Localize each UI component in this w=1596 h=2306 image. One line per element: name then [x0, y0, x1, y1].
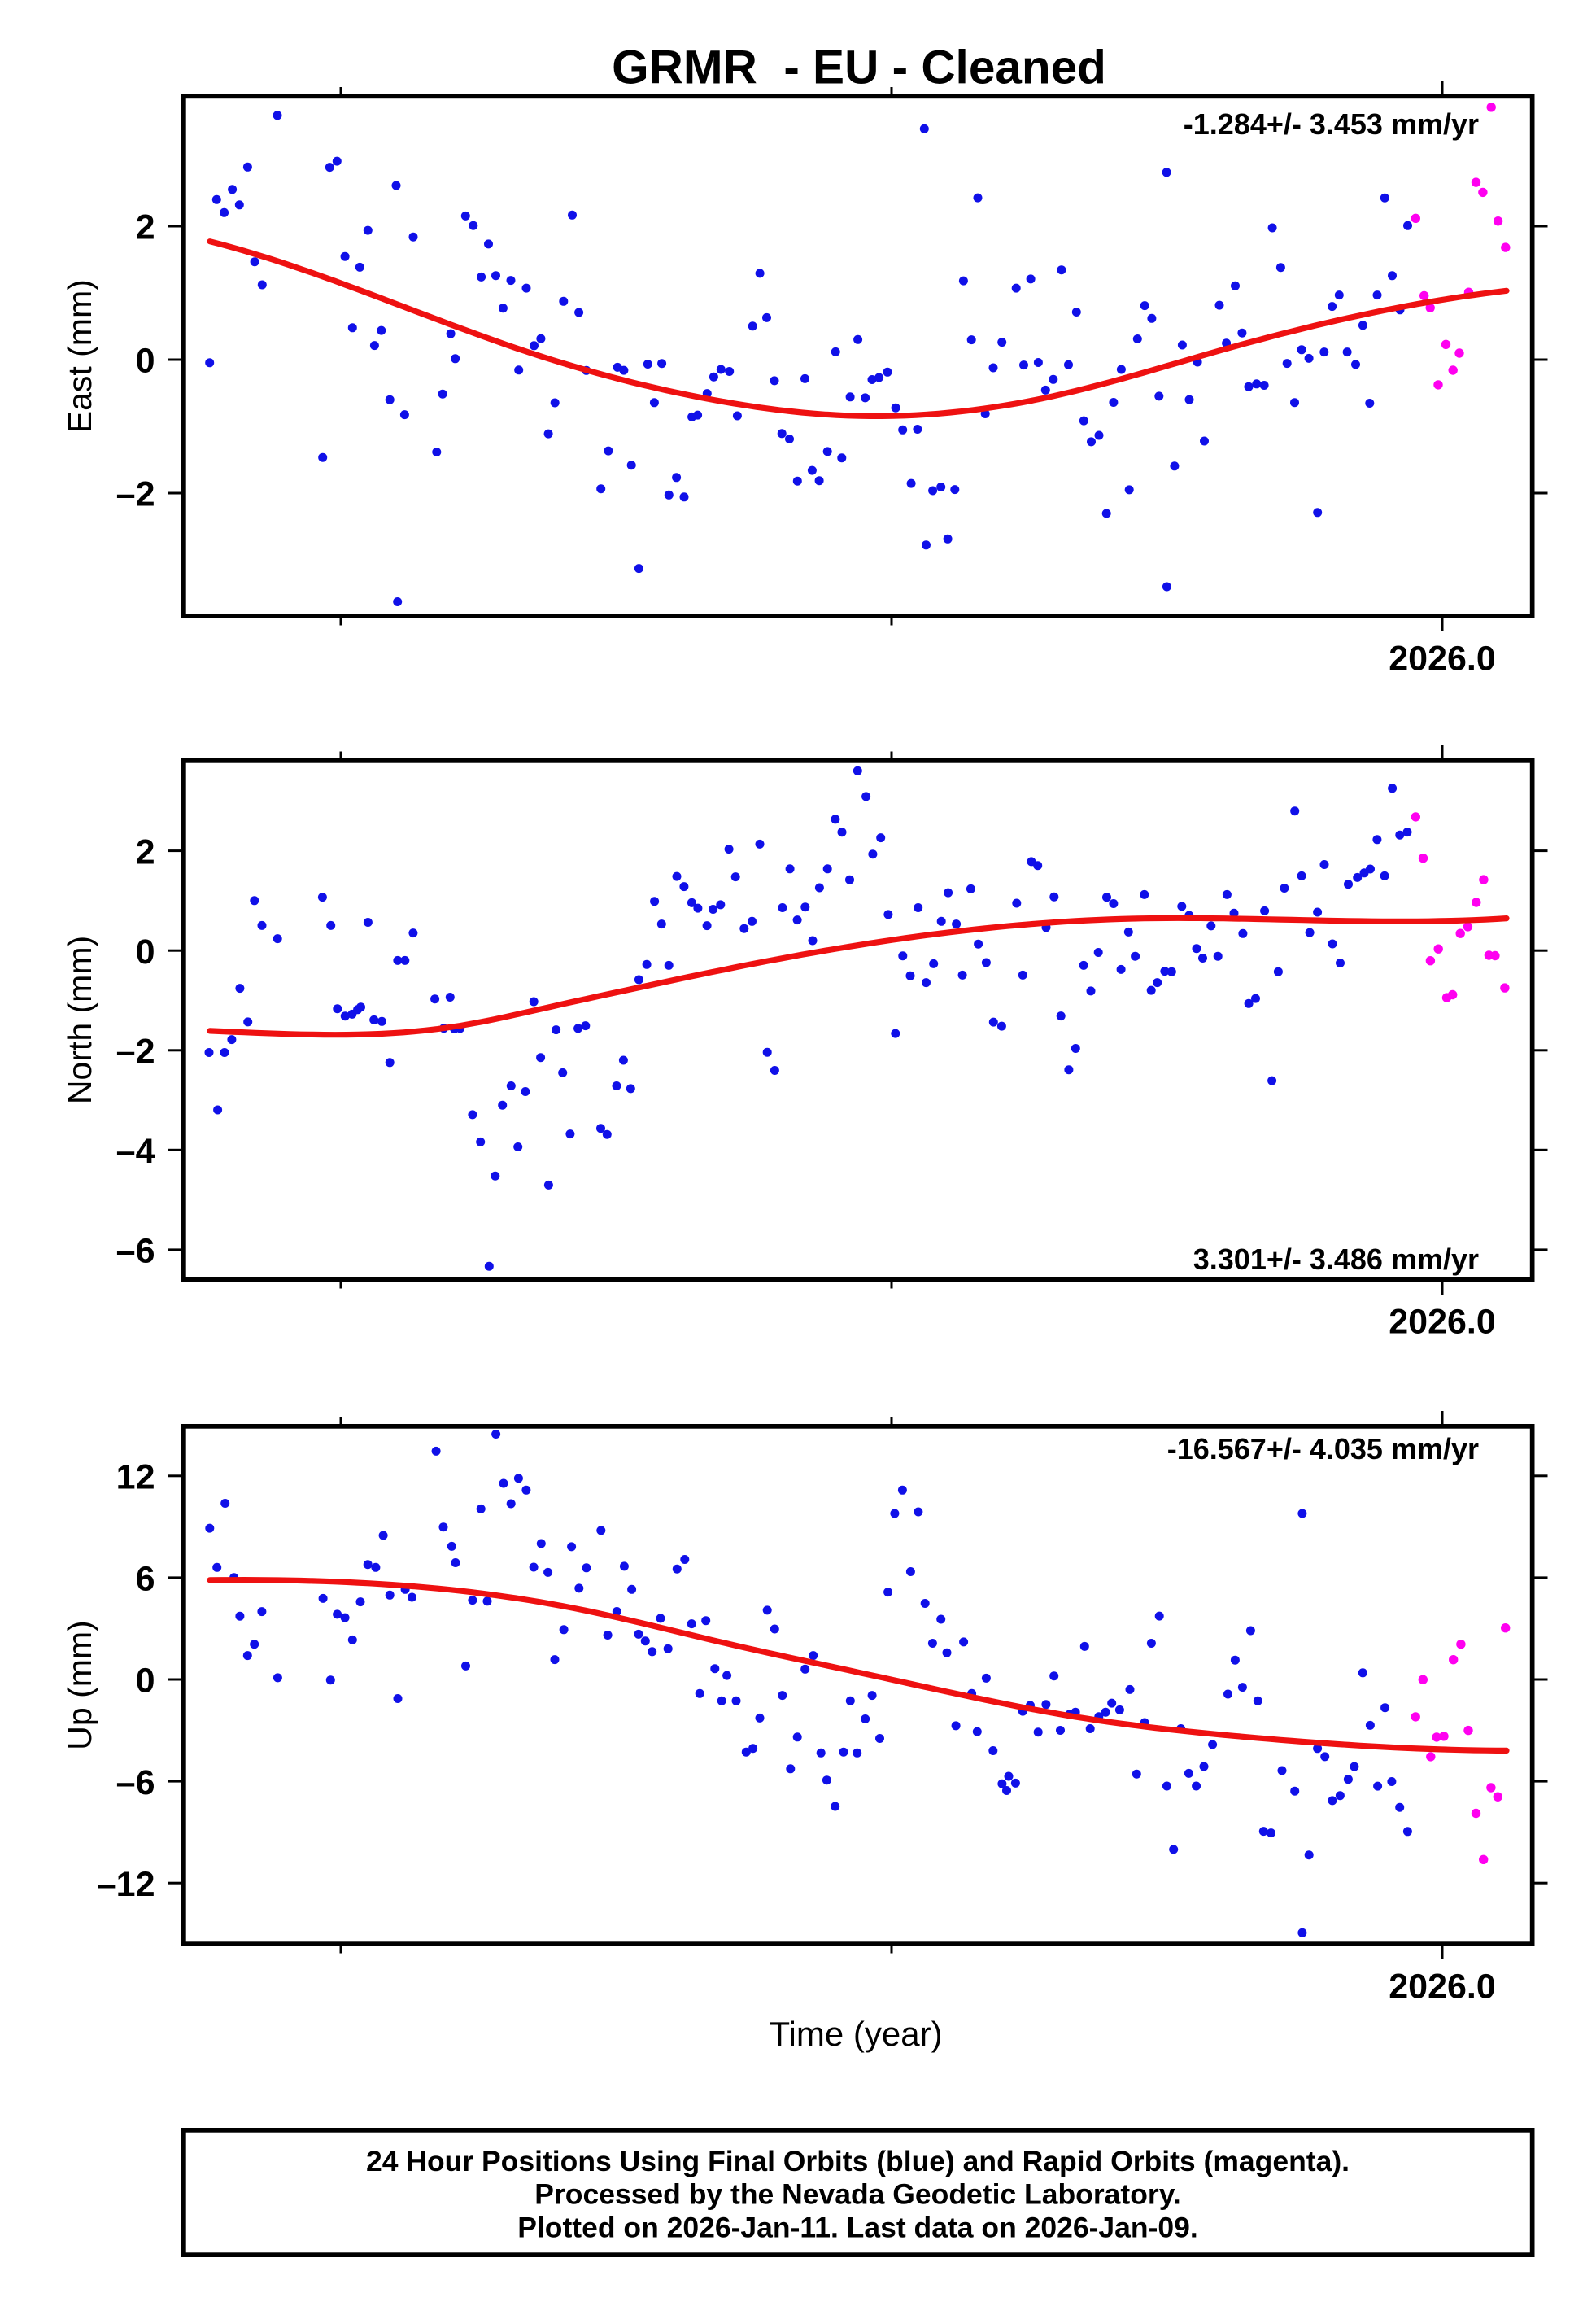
- svg-text:0: 0: [136, 1662, 155, 1701]
- svg-text:0: 0: [136, 342, 155, 381]
- svg-text:–4: –4: [116, 1132, 155, 1171]
- svg-text:2026.0: 2026.0: [1389, 1968, 1496, 2007]
- svg-text:6: 6: [136, 1560, 155, 1599]
- svg-text:Time (year): Time (year): [769, 2015, 942, 2053]
- svg-text:2: 2: [136, 832, 155, 871]
- svg-text:–12: –12: [97, 1865, 155, 1904]
- svg-text:2026.0: 2026.0: [1389, 640, 1496, 679]
- svg-text:12: 12: [116, 1458, 155, 1497]
- svg-text:Processed by the Nevada Geodet: Processed by the Nevada Geodetic Laborat…: [534, 2178, 1180, 2211]
- svg-text:–6: –6: [116, 1763, 155, 1802]
- svg-text:Up (mm): Up (mm): [61, 1620, 98, 1749]
- svg-text:Plotted on 2026-Jan-11. Last d: Plotted on 2026-Jan-11. Last data on 202…: [517, 2212, 1198, 2244]
- svg-text:–2: –2: [116, 1033, 155, 1072]
- svg-text:East (mm): East (mm): [61, 279, 98, 433]
- svg-text:0: 0: [136, 932, 155, 972]
- svg-text:-1.284+/- 3.453 mm/yr: -1.284+/- 3.453 mm/yr: [1184, 107, 1479, 141]
- svg-text:-16.567+/- 4.035 mm/yr: -16.567+/- 4.035 mm/yr: [1167, 1432, 1479, 1465]
- svg-text:North (mm): North (mm): [61, 936, 98, 1104]
- svg-text:GRMR - EU - Cleaned: GRMR - EU - Cleaned: [612, 41, 1106, 94]
- svg-text:2: 2: [136, 208, 155, 247]
- svg-text:2026.0: 2026.0: [1389, 1303, 1496, 1342]
- svg-text:–6: –6: [116, 1232, 155, 1271]
- svg-text:24 Hour Positions Using Final: 24 Hour Positions Using Final Orbits (bl…: [366, 2145, 1350, 2177]
- svg-text:3.301+/- 3.486 mm/yr: 3.301+/- 3.486 mm/yr: [1193, 1243, 1479, 1276]
- svg-text:–2: –2: [116, 475, 155, 514]
